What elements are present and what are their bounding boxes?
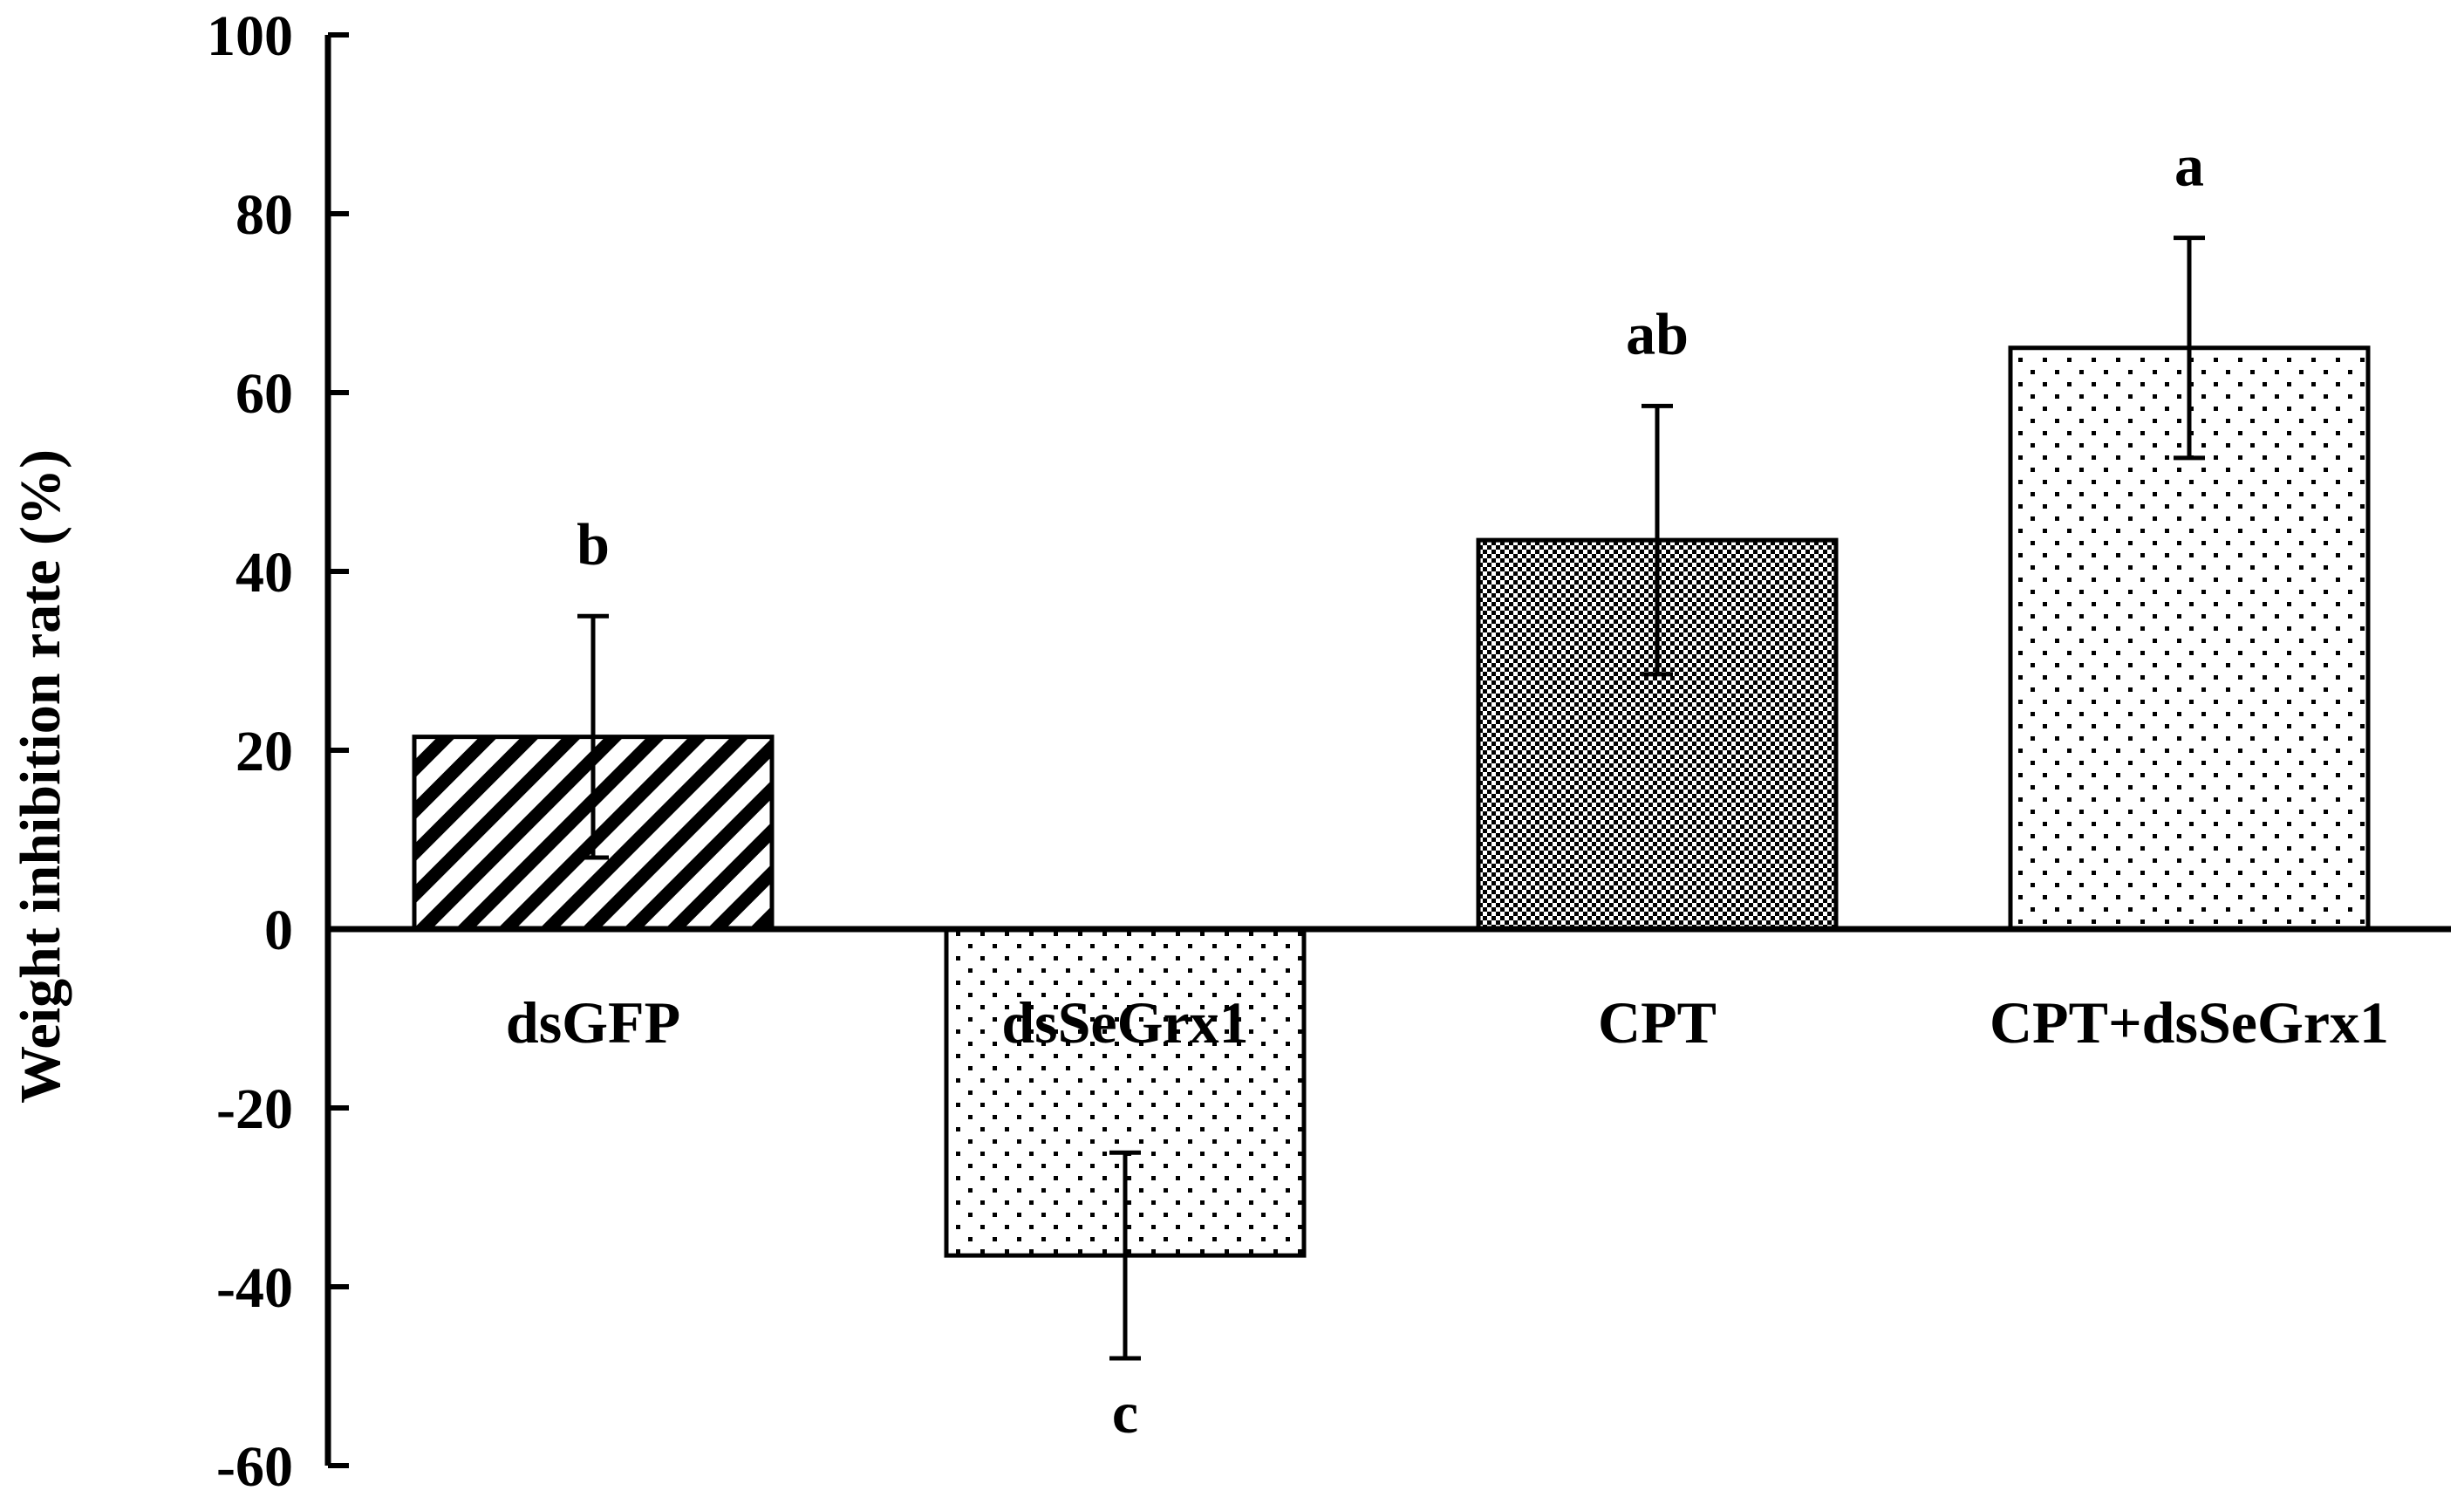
y-tick-label: 60 <box>235 362 293 426</box>
y-tick-label: 100 <box>207 4 293 68</box>
y-tick-label: 20 <box>235 720 293 783</box>
plot-area: -60 -40 -20 0 20 40 60 80 100 b dsGFP c dsSeGrx1 ab CP… <box>207 4 2451 1499</box>
x-category-label: CPT+dsSeGrx1 <box>1990 989 2389 1056</box>
significance-letter: b <box>577 510 610 577</box>
x-category-label: dsGFP <box>506 989 680 1056</box>
y-tick-label: -20 <box>216 1077 293 1141</box>
x-category-label: CPT <box>1598 989 1717 1056</box>
y-tick-label: 0 <box>264 899 293 962</box>
x-category-label: dsSeGrx1 <box>1001 989 1248 1056</box>
y-tick-label: -40 <box>216 1256 293 1320</box>
y-tick-label: 80 <box>235 183 293 247</box>
significance-letter: ab <box>1626 300 1689 366</box>
significance-letter: c <box>1112 1379 1138 1446</box>
y-tick-label: -60 <box>216 1435 293 1499</box>
y-tick-label: 40 <box>235 541 293 605</box>
significance-letter: a <box>2174 133 2204 199</box>
y-axis-label: Weight inhibition rate (%) <box>9 449 72 1104</box>
